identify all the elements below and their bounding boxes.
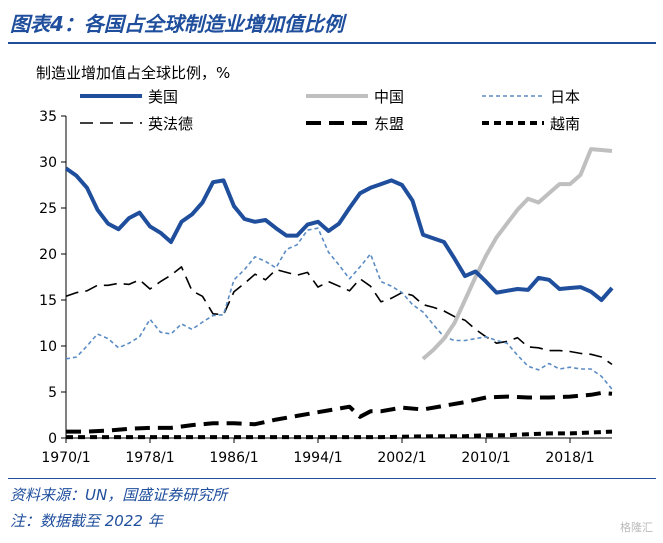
y-axis-label: 制造业增加值占全球比例，% xyxy=(36,64,230,82)
series-lines xyxy=(64,147,614,440)
x-axis: 1970/1 1978/1 1986/1 1994/1 2002/1 2010/1 2018… xyxy=(41,437,612,466)
y-tick-label: 10 xyxy=(39,339,57,355)
footnote: 注：数据截至 2022 年 xyxy=(10,512,163,530)
y-tick-label: 35 xyxy=(39,109,57,125)
legend-label: 美国 xyxy=(148,88,178,106)
y-tick-label: 20 xyxy=(39,247,57,263)
x-tick-label: 2002/1 xyxy=(377,450,426,466)
legend-label: 越南 xyxy=(550,115,580,133)
x-tick-label: 2010/1 xyxy=(461,450,510,466)
x-tick-label: 2018/1 xyxy=(545,450,594,466)
series-line-1 xyxy=(421,147,613,361)
series-line-3 xyxy=(65,266,613,366)
y-tick-label: 5 xyxy=(48,385,57,401)
y-tick-label: 0 xyxy=(48,431,57,447)
series-line-5 xyxy=(66,429,613,440)
series-line-0 xyxy=(64,166,614,302)
x-tick-label: 1986/1 xyxy=(209,450,258,466)
footer-divider xyxy=(8,478,656,479)
chart-title: 图表4：各国占全球制造业增加值比例 xyxy=(10,12,344,36)
line-chart: 制造业增加值占全球比例，% 0 5 10 15 20 25 30 35 1970/1 1978/… xyxy=(36,64,614,466)
y-axis: 0 5 10 15 20 25 30 35 xyxy=(39,109,67,447)
source-note: 资料来源：UN，国盛证券研究所 xyxy=(10,486,228,504)
x-tick-label: 1978/1 xyxy=(125,450,174,466)
title-divider xyxy=(8,42,656,44)
x-tick-label: 1994/1 xyxy=(293,450,342,466)
legend-label: 日本 xyxy=(550,88,580,106)
series-line-4 xyxy=(66,390,613,434)
x-tick-label: 1970/1 xyxy=(41,450,90,466)
legend-label: 英法德 xyxy=(148,115,193,133)
y-tick-label: 15 xyxy=(39,293,57,309)
watermark-logo: 格隆汇 xyxy=(620,521,653,534)
legend-label: 中国 xyxy=(374,88,404,106)
y-tick-label: 25 xyxy=(39,201,57,217)
series-line-2 xyxy=(65,227,613,390)
y-tick-label: 30 xyxy=(39,155,57,171)
legend-label: 东盟 xyxy=(374,115,404,133)
